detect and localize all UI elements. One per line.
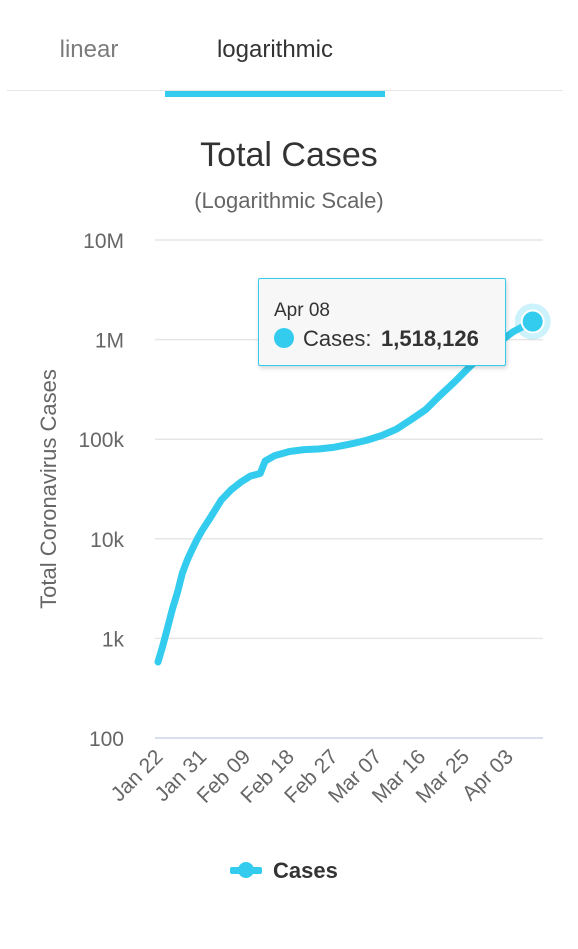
tooltip-label: Cases: [303, 326, 372, 351]
scale-tabs: linear logarithmic [7, 0, 563, 91]
tab-logarithmic[interactable]: logarithmic [216, 36, 334, 63]
chart-title: Total Cases [200, 136, 378, 174]
chart-subtitle: (Logarithmic Scale) [194, 188, 384, 213]
active-tab-indicator [165, 91, 385, 97]
series-line-cases [154, 318, 537, 666]
x-tick-label: Apr 03 [458, 745, 518, 805]
tooltip-series-dot-icon [274, 328, 294, 348]
y-tick-label: 100k [78, 429, 124, 452]
tooltip-value: 1,518,126 [381, 326, 479, 351]
hover-point [520, 309, 545, 334]
y-tick-label: 1k [102, 628, 125, 651]
y-tick-label: 100 [89, 728, 124, 751]
chart-tooltip: Apr 08 Cases: 1,518,126 [258, 278, 506, 366]
y-tick-label: 10M [83, 230, 124, 253]
legend-label: Cases [273, 858, 338, 883]
y-tick-label: 10k [90, 529, 124, 552]
y-tick-label: 1M [95, 330, 124, 353]
legend-marker-icon [238, 862, 254, 878]
tooltip-date: Apr 08 [274, 300, 330, 321]
y-axis-title: Total Coronavirus Cases [36, 369, 61, 609]
tab-linear[interactable]: linear [59, 36, 119, 63]
